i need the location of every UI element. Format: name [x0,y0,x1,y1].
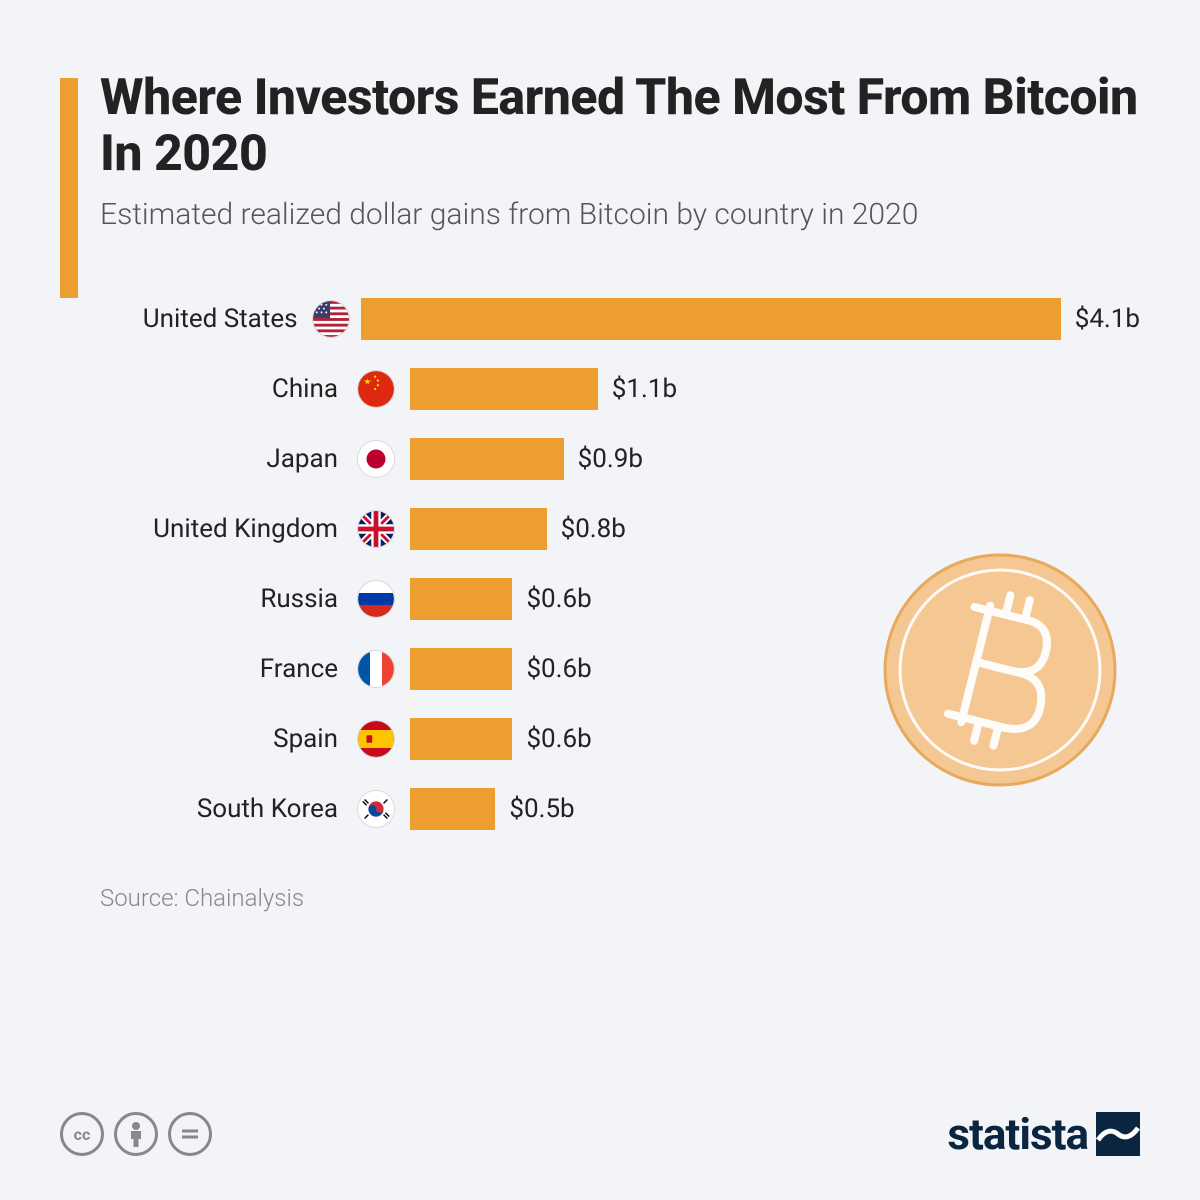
bar-value: $0.6b [526,584,591,614]
bar-value: $0.9b [578,444,643,474]
flag-ru-icon [350,580,402,618]
country-label: Spain [100,724,350,754]
bar [410,368,598,410]
chart-title: Where Investors Earned The Most From Bit… [100,70,1140,182]
statista-wordmark: statista [947,1108,1088,1160]
source-text: Source: Chainalysis [100,884,1140,912]
chart-subtitle: Estimated realized dollar gains from Bit… [100,196,1140,234]
bar [410,438,564,480]
country-label: France [100,654,350,684]
flag-fr-icon [350,650,402,688]
chart-row: China $1.1b [100,354,1140,424]
footer: cc statista [60,1108,1140,1160]
flag-us-icon [310,300,353,338]
cc-nd-icon [168,1112,212,1156]
country-label: China [100,374,350,404]
country-label: United States [100,304,310,334]
flag-jp-icon [350,440,402,478]
cc-by-icon [114,1112,158,1156]
statista-wave-icon [1096,1112,1140,1156]
bar-value: $0.8b [561,514,626,544]
bitcoin-icon [880,550,1120,790]
bar-value: $0.6b [526,654,591,684]
bar-container: $1.1b [402,368,1140,410]
country-label: Russia [100,584,350,614]
bar-container: $0.9b [402,438,1140,480]
bar [410,718,512,760]
bar-value: $1.1b [612,374,677,404]
cc-icon: cc [60,1112,104,1156]
country-label: South Korea [100,794,350,824]
bar-container: $0.8b [402,508,1140,550]
bar-container: $0.5b [402,788,1140,830]
cc-license-icons: cc [60,1112,212,1156]
bar-value: $4.1b [1075,304,1140,334]
flag-es-icon [350,720,402,758]
flag-cn-icon [350,370,402,408]
bar [361,298,1061,340]
bar [410,788,495,830]
bar [410,648,512,690]
bar-value: $0.6b [526,724,591,754]
country-label: Japan [100,444,350,474]
bar-value: $0.5b [509,794,574,824]
chart-row: Japan $0.9b [100,424,1140,494]
flag-kr-icon [350,790,402,828]
flag-uk-icon [350,510,402,548]
accent-bar [60,78,78,298]
chart-row: United States $4.1b [100,284,1140,354]
statista-logo: statista [947,1108,1140,1160]
svg-text:cc: cc [74,1125,91,1144]
infographic-canvas: Where Investors Earned The Most From Bit… [0,0,1200,1200]
header: Where Investors Earned The Most From Bit… [60,70,1140,234]
bar-container: $4.1b [353,298,1140,340]
bar [410,578,512,620]
country-label: United Kingdom [100,514,350,544]
bar [410,508,547,550]
